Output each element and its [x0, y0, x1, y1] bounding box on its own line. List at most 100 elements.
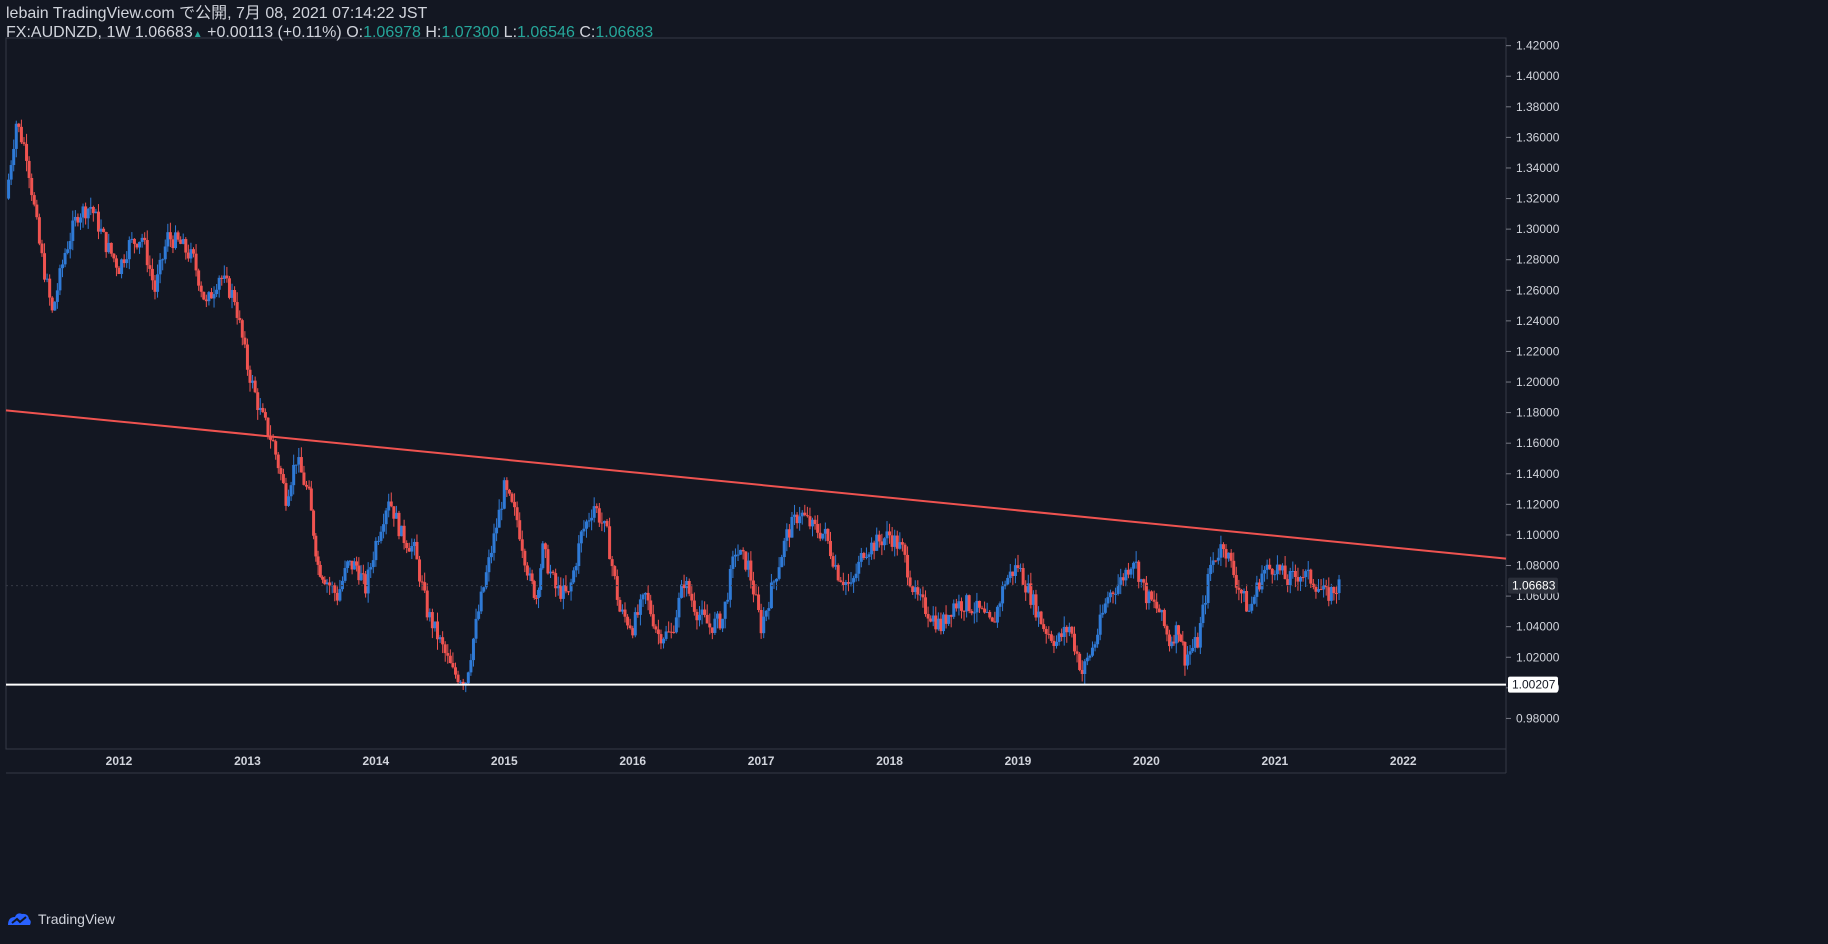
candle-up — [428, 612, 432, 618]
candle-up — [823, 528, 827, 534]
candle-down — [1309, 569, 1313, 584]
candle-down — [600, 522, 604, 524]
candle-up — [189, 249, 193, 259]
candle-down — [321, 576, 325, 580]
candle-down — [1078, 653, 1082, 670]
candle-up — [125, 259, 129, 264]
candle-up — [1129, 568, 1133, 575]
candle-down — [651, 614, 655, 627]
support-price-label: 1.00207 — [1512, 678, 1556, 692]
candle-up — [1209, 564, 1213, 575]
candle-up — [9, 165, 13, 180]
high-label: H: — [425, 24, 442, 41]
candle-up — [294, 464, 298, 466]
candle-up — [140, 237, 144, 242]
last-price: 1.06683 — [134, 24, 193, 41]
candle-up — [412, 541, 416, 546]
candle-up — [1096, 634, 1100, 645]
candle-down — [171, 239, 175, 249]
y-tick-label: 1.12000 — [1516, 497, 1560, 511]
candle-up — [459, 681, 463, 683]
descending-trendline[interactable] — [5, 409, 1507, 560]
candle-up — [1055, 641, 1059, 646]
candle-down — [1044, 628, 1048, 634]
candle-down — [461, 681, 465, 685]
candle-down — [19, 126, 23, 143]
candle-up — [166, 232, 170, 247]
candle-down — [523, 550, 527, 566]
candle-down — [1168, 634, 1172, 647]
candle-up — [1160, 609, 1164, 613]
candle-up — [767, 608, 771, 611]
candle-down — [91, 206, 95, 214]
candle-up — [138, 241, 142, 248]
candle-up — [366, 569, 370, 594]
candle-up — [369, 567, 373, 570]
candle-up — [1132, 562, 1136, 569]
close-label: C: — [579, 24, 596, 41]
candle-up — [466, 672, 470, 684]
candle-down — [862, 553, 866, 559]
tradingview-brand[interactable]: TradingView — [6, 911, 115, 927]
candle-down — [1080, 669, 1084, 675]
candle-up — [89, 206, 93, 209]
candle-up — [45, 278, 49, 280]
candle-down — [1177, 625, 1181, 635]
candle-down — [534, 597, 538, 599]
candle-down — [220, 277, 224, 279]
candle-down — [908, 577, 912, 587]
candle-down — [831, 556, 835, 567]
candle-up — [1329, 586, 1333, 601]
candle-down — [1314, 586, 1318, 592]
high-value: 1.07300 — [441, 24, 500, 41]
candle-up — [1317, 589, 1320, 592]
candle-down — [281, 474, 285, 484]
candle-down — [623, 609, 627, 617]
candle-up — [181, 239, 185, 244]
candle-up — [736, 554, 740, 556]
candle-down — [705, 614, 709, 624]
candle-up — [1003, 584, 1007, 587]
candle-down — [1144, 582, 1148, 604]
candle-down — [839, 580, 843, 582]
candle-down — [1270, 568, 1274, 575]
published-line: lebain TradingView.com で公開, 7月 08, 2021 … — [6, 5, 428, 22]
candle-up — [1281, 565, 1285, 571]
candle-down — [1075, 651, 1079, 654]
candle-down — [828, 540, 832, 557]
candle-down — [983, 608, 987, 613]
candle-down — [316, 556, 320, 565]
support-price-tag — [1508, 676, 1558, 693]
candle-up — [340, 580, 344, 590]
candle-down — [615, 576, 619, 600]
candle-down — [759, 609, 763, 634]
y-tick-label: 1.04000 — [1516, 620, 1560, 634]
candle-down — [1172, 641, 1176, 644]
candle-up — [587, 520, 591, 522]
candle-down — [567, 591, 570, 593]
x-tick-label: 2022 — [1390, 754, 1417, 768]
candle-down — [436, 621, 440, 640]
candle-up — [577, 543, 581, 567]
candle-up — [161, 259, 165, 261]
candle-up — [780, 557, 784, 568]
candle-down — [757, 594, 761, 610]
candle-down — [795, 514, 799, 524]
candle-down — [626, 616, 630, 626]
y-tick-label: 1.10000 — [1516, 528, 1560, 542]
candle-down — [392, 506, 396, 519]
candle-up — [537, 589, 541, 598]
candle-down — [656, 629, 660, 635]
candle-down — [135, 243, 139, 248]
candle-up — [1291, 570, 1295, 572]
candle-down — [744, 551, 748, 570]
candle-down — [803, 512, 807, 516]
candle-down — [890, 535, 894, 547]
candle-down — [355, 561, 359, 566]
plot-border — [5, 37, 1507, 750]
candle-down — [143, 237, 147, 241]
candle-down — [1224, 549, 1228, 559]
candle-down — [1011, 571, 1015, 576]
